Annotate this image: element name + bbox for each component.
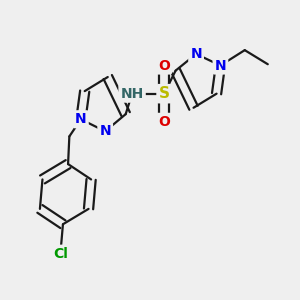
Text: S: S bbox=[159, 86, 170, 101]
Text: N: N bbox=[99, 124, 111, 138]
Text: NH: NH bbox=[121, 87, 144, 101]
Text: Cl: Cl bbox=[53, 247, 68, 261]
Text: N: N bbox=[75, 112, 87, 126]
Text: N: N bbox=[190, 47, 202, 61]
Text: O: O bbox=[158, 58, 170, 73]
Text: N: N bbox=[214, 58, 226, 73]
Text: O: O bbox=[158, 115, 170, 129]
